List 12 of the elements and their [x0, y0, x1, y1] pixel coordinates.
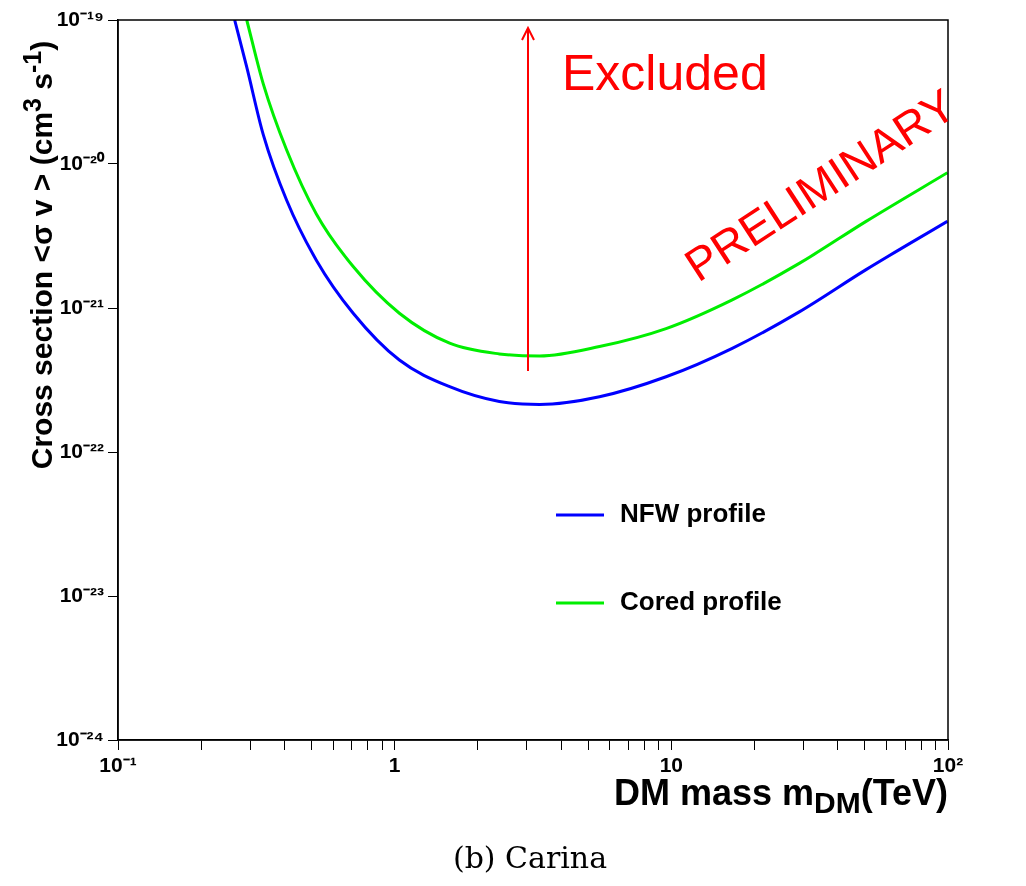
legend-label: Cored profile [620, 586, 782, 617]
legend-label: NFW profile [620, 498, 766, 529]
annotation: Excluded [562, 44, 768, 101]
x-tick-label: 10⁻¹ [99, 753, 137, 777]
x-tick-label: 1 [388, 753, 401, 777]
y-tick-label: 10⁻²² [59, 438, 104, 462]
y-tick-label: 10⁻²⁰ [59, 150, 105, 174]
y-tick-label: 10⁻¹⁹ [56, 6, 104, 30]
y-tick-label: 10⁻²¹ [59, 294, 104, 318]
text: (b) Carina [452, 840, 608, 875]
y-tick-label: 10⁻²³ [59, 582, 104, 606]
y-tick-label: 10⁻²⁴ [56, 726, 104, 750]
